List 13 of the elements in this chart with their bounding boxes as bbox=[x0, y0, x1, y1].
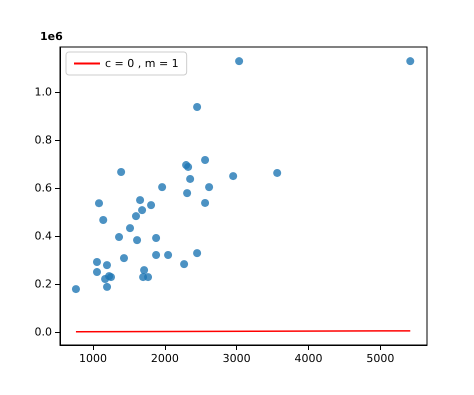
legend-label: c = 0 , m = 1 bbox=[105, 57, 179, 70]
x-tick-label: 5000 bbox=[366, 352, 394, 365]
y-tick-label: 0.0 bbox=[34, 326, 52, 339]
y-tick-label: 0.4 bbox=[34, 230, 52, 243]
x-tick-label: 2000 bbox=[150, 352, 179, 365]
y-tick-label: 0.6 bbox=[34, 182, 52, 195]
y-tick-label: 0.8 bbox=[34, 134, 52, 147]
y-axis-title: 1e6 bbox=[40, 30, 64, 43]
x-tick-label: 3000 bbox=[222, 352, 251, 365]
y-tick-label: 0.2 bbox=[34, 278, 52, 291]
y-tick-label: 1.0 bbox=[34, 86, 52, 99]
x-tick-label: 4000 bbox=[294, 352, 322, 365]
x-tick-label: 1000 bbox=[79, 352, 108, 365]
